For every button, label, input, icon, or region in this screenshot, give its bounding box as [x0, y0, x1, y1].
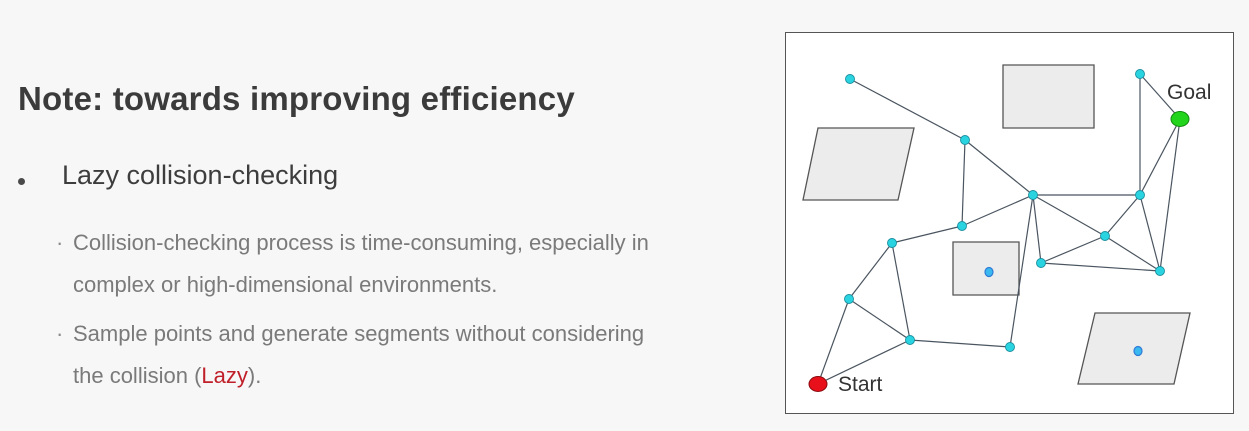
goal-node — [1170, 111, 1190, 127]
subpoint-2-line2-after: ). — [247, 363, 262, 388]
roadmap-edge — [817, 339, 911, 385]
subpoint-1-line2: complex or high-dimensional environments… — [73, 272, 498, 297]
roadmap-edge — [1040, 262, 1161, 272]
lazy-highlight: Lazy — [201, 363, 248, 388]
sub-bullet-icon: · — [56, 230, 64, 255]
roadmap-diagram: Start Goal — [785, 32, 1234, 414]
roadmap-edge — [817, 298, 850, 385]
bullet-dot-icon — [18, 178, 25, 185]
roadmap-edge — [891, 225, 963, 244]
roadmap-edge — [1139, 118, 1181, 196]
roadmap-edge — [891, 242, 911, 341]
roadmap-node — [1036, 258, 1046, 268]
bullet-text: Lazy collision-checking — [62, 160, 339, 190]
roadmap-node — [1155, 266, 1165, 276]
roadmap-node — [1135, 69, 1145, 79]
roadmap-node — [1005, 342, 1015, 352]
slide-title: Note: towards improving efficiency — [18, 80, 575, 117]
roadmap-edge — [961, 139, 966, 227]
roadmap-node — [960, 135, 970, 145]
subpoint-1: · Collision-checking process is time-cons… — [56, 222, 649, 306]
roadmap-edge — [848, 242, 893, 300]
subpoint-2: · Sample points and generate segments wit… — [56, 313, 644, 397]
roadmap-edge — [1159, 118, 1181, 272]
roadmap-edge — [1139, 194, 1161, 272]
goal-label: Goal — [1167, 81, 1211, 104]
obstacle-center-dot — [984, 266, 994, 278]
roadmap-node — [845, 74, 855, 84]
roadmap-node — [1135, 190, 1145, 200]
roadmap-edge — [1032, 194, 1106, 237]
subpoint-1-line1: Collision-checking process is time-consu… — [73, 230, 649, 255]
roadmap-edge — [1104, 235, 1161, 272]
roadmap-edge — [961, 194, 1034, 227]
roadmap-svg: Start Goal — [802, 64, 1211, 396]
roadmap-edge — [1009, 194, 1034, 348]
roadmap-edge — [909, 339, 1011, 348]
obstacle-rect-top — [1002, 64, 1095, 129]
roadmap-edge — [849, 78, 966, 141]
roadmap-edge — [1139, 73, 1181, 120]
roadmap-edge — [964, 139, 1034, 196]
roadmap-edge — [1040, 235, 1106, 264]
start-node — [808, 376, 828, 392]
roadmap-node — [957, 221, 967, 231]
obstacle-parallelogram-left — [802, 127, 915, 201]
roadmap-node — [887, 238, 897, 248]
roadmap-edge — [1032, 194, 1042, 264]
roadmap-node — [844, 294, 854, 304]
roadmap-edge — [1104, 194, 1141, 237]
roadmap-edge — [848, 298, 911, 341]
subpoint-2-line1: Sample points and generate segments with… — [73, 321, 645, 346]
start-label: Start — [838, 373, 883, 396]
sub-bullet-icon: · — [56, 321, 64, 346]
obstacle-center-dot — [1133, 345, 1143, 357]
roadmap-node — [905, 335, 915, 345]
subpoint-2-line2-before: the collision ( — [73, 363, 202, 388]
roadmap-node — [1028, 190, 1038, 200]
roadmap-node — [1100, 231, 1110, 241]
